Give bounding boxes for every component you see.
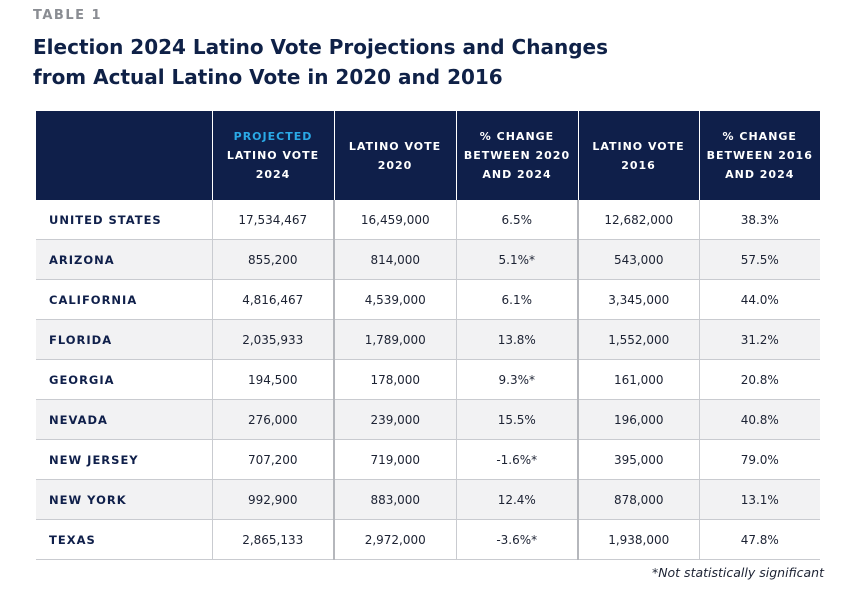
latino-vote-2020: 4,539,000	[333, 279, 456, 320]
change-2020-2024: 6.5%	[455, 200, 578, 240]
change-2020-2024: 12.4%	[455, 479, 578, 520]
header-2020-line2: 2020	[377, 158, 413, 172]
change-2020-2024: 6.1%	[455, 279, 578, 320]
header-projected-line3: 2024	[255, 168, 291, 181]
state-name: CALIFORNIA	[36, 279, 212, 320]
change-2016-2024: 31.2%	[698, 319, 820, 360]
title-line-2: from Actual Latino Vote in 2020 and 2016	[33, 65, 503, 89]
table-row: NEVADA 276,000 239,000 15.5% 196,000 40.…	[36, 399, 820, 440]
change-2016-2024: 13.1%	[698, 479, 820, 520]
header-change-2020-2024: % CHANGE BETWEEN 2020 AND 2024	[455, 111, 578, 200]
change-2020-2024: 15.5%	[455, 399, 578, 440]
latino-vote-2016: 161,000	[577, 359, 699, 400]
state-name: FLORIDA	[36, 319, 212, 360]
table-label: TABLE 1	[33, 8, 103, 23]
state-name: NEW JERSEY	[36, 439, 212, 480]
header-row: PROJECTED LATINO VOTE 2024 LATINO VOTE 2…	[36, 111, 820, 200]
table-row: GEORGIA 194,500 178,000 9.3%* 161,000 20…	[36, 359, 820, 400]
state-name: UNITED STATES	[36, 200, 212, 240]
latino-vote-2016: 395,000	[577, 439, 699, 480]
header-2016-line2: 2016	[621, 158, 656, 172]
latino-vote-2020: 883,000	[333, 479, 456, 520]
header-change2020-line2: BETWEEN 2020	[463, 149, 571, 162]
latino-vote-2016: 1,552,000	[577, 319, 699, 360]
latino-vote-2016: 12,682,000	[577, 200, 699, 240]
projected-2024: 4,816,467	[211, 279, 334, 320]
table-row: CALIFORNIA 4,816,467 4,539,000 6.1% 3,34…	[36, 279, 820, 320]
state-name: ARIZONA	[36, 239, 212, 280]
projected-2024: 2,035,933	[211, 319, 334, 360]
change-2016-2024: 44.0%	[698, 279, 820, 320]
projected-2024: 17,534,467	[211, 200, 334, 240]
header-change-2016-2024: % CHANGE BETWEEN 2016 AND 2024	[698, 111, 820, 200]
projected-2024: 194,500	[211, 359, 334, 400]
state-name: NEVADA	[36, 399, 212, 440]
table-row: NEW YORK 992,900 883,000 12.4% 878,000 1…	[36, 479, 820, 520]
latino-vote-table: PROJECTED LATINO VOTE 2024 LATINO VOTE 2…	[36, 111, 820, 560]
header-change2020-line1: % CHANGE	[479, 130, 555, 143]
latino-vote-2020: 2,972,000	[333, 519, 456, 560]
projected-2024: 992,900	[211, 479, 334, 520]
header-state	[36, 111, 212, 200]
change-2016-2024: 40.8%	[698, 399, 820, 440]
projected-2024: 855,200	[211, 239, 334, 280]
latino-vote-2020: 16,459,000	[333, 200, 456, 240]
change-2020-2024: -1.6%*	[455, 439, 578, 480]
projected-2024: 276,000	[211, 399, 334, 440]
header-projected-label: PROJECTED	[233, 130, 313, 143]
latino-vote-2020: 814,000	[333, 239, 456, 280]
table-title: Election 2024 Latino Vote Projections an…	[33, 32, 733, 92]
change-2016-2024: 57.5%	[698, 239, 820, 280]
table-row: NEW JERSEY 707,200 719,000 -1.6%* 395,00…	[36, 439, 820, 480]
state-name: GEORGIA	[36, 359, 212, 400]
header-latino-vote-2016: LATINO VOTE 2016	[577, 111, 699, 200]
latino-vote-2016: 543,000	[577, 239, 699, 280]
footnote: *Not statistically significant	[651, 565, 824, 580]
latino-vote-2020: 719,000	[333, 439, 456, 480]
header-change2016-line1: % CHANGE	[722, 130, 797, 143]
latino-vote-2020: 1,789,000	[333, 319, 456, 360]
latino-vote-2020: 239,000	[333, 399, 456, 440]
header-2020-line1: LATINO VOTE	[348, 139, 442, 153]
change-2016-2024: 38.3%	[698, 200, 820, 240]
change-2020-2024: 13.8%	[455, 319, 578, 360]
change-2016-2024: 79.0%	[698, 439, 820, 480]
table-row: TEXAS 2,865,133 2,972,000 -3.6%* 1,938,0…	[36, 519, 820, 560]
latino-vote-2016: 196,000	[577, 399, 699, 440]
change-2020-2024: -3.6%*	[455, 519, 578, 560]
state-name: NEW YORK	[36, 479, 212, 520]
change-2016-2024: 20.8%	[698, 359, 820, 400]
header-change2016-line3: AND 2024	[725, 168, 795, 181]
projected-2024: 707,200	[211, 439, 334, 480]
change-2016-2024: 47.8%	[698, 519, 820, 560]
projected-2024: 2,865,133	[211, 519, 334, 560]
header-latino-vote-2020: LATINO VOTE 2020	[333, 111, 456, 200]
latino-vote-2016: 878,000	[577, 479, 699, 520]
state-name: TEXAS	[36, 519, 212, 560]
table-row: FLORIDA 2,035,933 1,789,000 13.8% 1,552,…	[36, 319, 820, 360]
table-row: UNITED STATES 17,534,467 16,459,000 6.5%…	[36, 200, 820, 240]
latino-vote-2016: 3,345,000	[577, 279, 699, 320]
header-change2016-line2: BETWEEN 2016	[706, 149, 813, 162]
header-change2020-line3: AND 2024	[482, 168, 552, 181]
header-projected-2024: PROJECTED LATINO VOTE 2024	[211, 111, 334, 200]
latino-vote-2020: 178,000	[333, 359, 456, 400]
table-row: ARIZONA 855,200 814,000 5.1%* 543,000 57…	[36, 239, 820, 280]
header-projected-line2: LATINO VOTE	[226, 149, 320, 162]
change-2020-2024: 9.3%*	[455, 359, 578, 400]
latino-vote-2016: 1,938,000	[577, 519, 699, 560]
change-2020-2024: 5.1%*	[455, 239, 578, 280]
header-2016-line1: LATINO VOTE	[592, 139, 685, 153]
title-line-1: Election 2024 Latino Vote Projections an…	[33, 35, 608, 59]
